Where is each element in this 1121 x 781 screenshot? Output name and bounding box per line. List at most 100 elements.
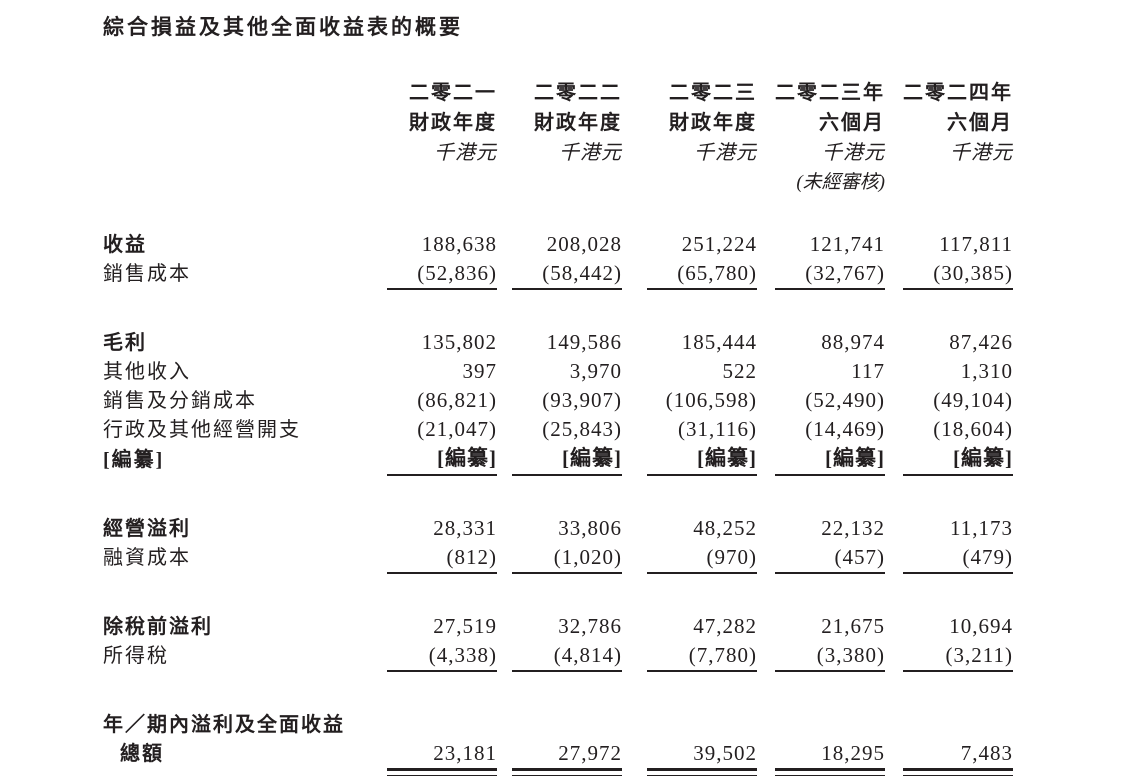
spacer-cell [103,296,1013,326]
cell-value: 188,638 [421,232,497,256]
spacer-cell [103,678,1013,708]
cell-value: (4,814) [553,643,622,667]
single-rule [775,474,885,476]
cell-value: (93,907) [542,388,622,412]
header-unit-line: 千港元 [434,142,497,164]
table-row: 融資成本 (812) (1,020) (970) (457) (479) [103,541,1013,570]
rule-cell [622,668,757,678]
cell-value: 18,295 [821,741,885,765]
rule-label-spacer [103,472,385,482]
cell-value: 21,675 [821,614,885,638]
spacer-row [103,580,1013,610]
single-rule [903,474,1013,476]
table-row: 毛利 135,802 149,586 185,444 88,974 87,426 [103,326,1013,355]
rule-cell [497,570,622,580]
spacer-row [103,296,1013,326]
header-period-line: 財政年度 [409,112,497,134]
cell-value: 28,331 [433,516,497,540]
row-label: 所得稅 [103,645,169,667]
table-row: 經營溢利 28,331 33,806 48,252 22,132 11,173 [103,512,1013,541]
cell-value: 27,519 [433,614,497,638]
cell-value: [編纂] [437,446,497,470]
col-header-6m2024: 二零二四年 六個月 千港元 [885,78,1013,228]
cell-value: 185,444 [681,330,757,354]
rule-cell [497,766,622,776]
row-label: 毛利 [103,332,147,354]
rule-cell [757,570,885,580]
single-rule [512,572,622,574]
rule-cell [885,570,1013,580]
cell-value: 32,786 [558,614,622,638]
cell-value: (21,047) [417,417,497,441]
row-label: 除稅前溢利 [103,616,213,638]
table-row: 除稅前溢利 27,519 32,786 47,282 21,675 10,694 [103,610,1013,639]
double-rule [903,768,1013,776]
rule-cell [885,472,1013,482]
single-rule [647,572,757,574]
single-rule [647,670,757,672]
cell-value [757,708,885,737]
single-rule [903,288,1013,290]
double-rule [775,768,885,776]
row-label: 其他收入 [103,361,191,383]
table-row: 年／期內溢利及全面收益 [103,708,1013,737]
row-label: [編纂] [103,449,165,471]
cell-value: (65,780) [677,261,757,285]
cell-value: (970) [706,545,757,569]
rule-cell [757,286,885,296]
cell-value: 251,224 [681,232,757,256]
cell-value: (49,104) [933,388,1013,412]
single-rule [387,474,497,476]
rule-label-spacer [103,570,385,580]
cell-value: 10,694 [949,614,1013,638]
col-header-fy2022: 二零二二 財政年度 千港元 [497,78,622,228]
cell-value: 88,974 [821,330,885,354]
rule-cell [622,766,757,776]
col-header-fy2023: 二零二三 財政年度 千港元 [622,78,757,228]
single-rule [512,474,622,476]
header-year-line: 二零二四年 [903,82,1013,104]
row-label: 銷售及分銷成本 [103,390,257,412]
rule-label-spacer [103,766,385,776]
col-header-6m2023: 二零二三年 六個月 千港元 (未經審核) [757,78,885,228]
rule-cell [622,472,757,482]
header-period-line: 六個月 [819,112,885,134]
cell-value: 522 [722,359,757,383]
cell-value: (32,767) [805,261,885,285]
rule-label-spacer [103,668,385,678]
row-label: 行政及其他經營開支 [103,419,301,441]
table-row: 總額 23,181 27,972 39,502 18,295 7,483 [103,737,1013,766]
spacer-row [103,482,1013,512]
single-rule [647,288,757,290]
cell-value: (58,442) [542,261,622,285]
table-row: 所得稅 (4,338) (4,814) (7,780) (3,380) (3,211) [103,639,1013,668]
single-rule [775,572,885,574]
rule-cell [497,668,622,678]
rule-cell [385,286,497,296]
row-label: 收益 [103,234,147,256]
table-row: [編纂] [編纂] [編纂] [編纂] [編纂] [編纂] [103,442,1013,472]
header-unit-line: 千港元 [559,142,622,164]
cell-value: (31,116) [678,417,757,441]
cell-value: (52,490) [805,388,885,412]
rule-cell [385,766,497,776]
total-rule-row [103,766,1013,776]
rule-cell [385,668,497,678]
single-rule [903,572,1013,574]
single-rule [775,288,885,290]
rule-cell [622,570,757,580]
col-header-fy2021: 二零二一 財政年度 千港元 [385,78,497,228]
subtotal-rule-row [103,286,1013,296]
cell-value: (7,780) [688,643,757,667]
cell-value: (1,020) [553,545,622,569]
cell-value: 7,483 [960,741,1013,765]
cell-value: 39,502 [693,741,757,765]
double-rule [387,768,497,776]
spacer-cell [103,580,1013,610]
cell-value: (18,604) [933,417,1013,441]
rule-cell [757,472,885,482]
double-rule [512,768,622,776]
cell-value [497,708,622,737]
header-unit-line: 千港元 [822,142,885,164]
